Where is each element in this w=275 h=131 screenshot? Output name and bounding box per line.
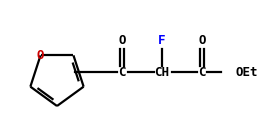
- Text: O: O: [37, 49, 44, 62]
- Text: O: O: [118, 34, 126, 48]
- Text: C: C: [198, 66, 206, 78]
- Text: C: C: [118, 66, 126, 78]
- Text: O: O: [198, 34, 206, 48]
- Text: OEt: OEt: [235, 66, 257, 78]
- Text: F: F: [158, 34, 166, 48]
- Text: CH: CH: [155, 66, 169, 78]
